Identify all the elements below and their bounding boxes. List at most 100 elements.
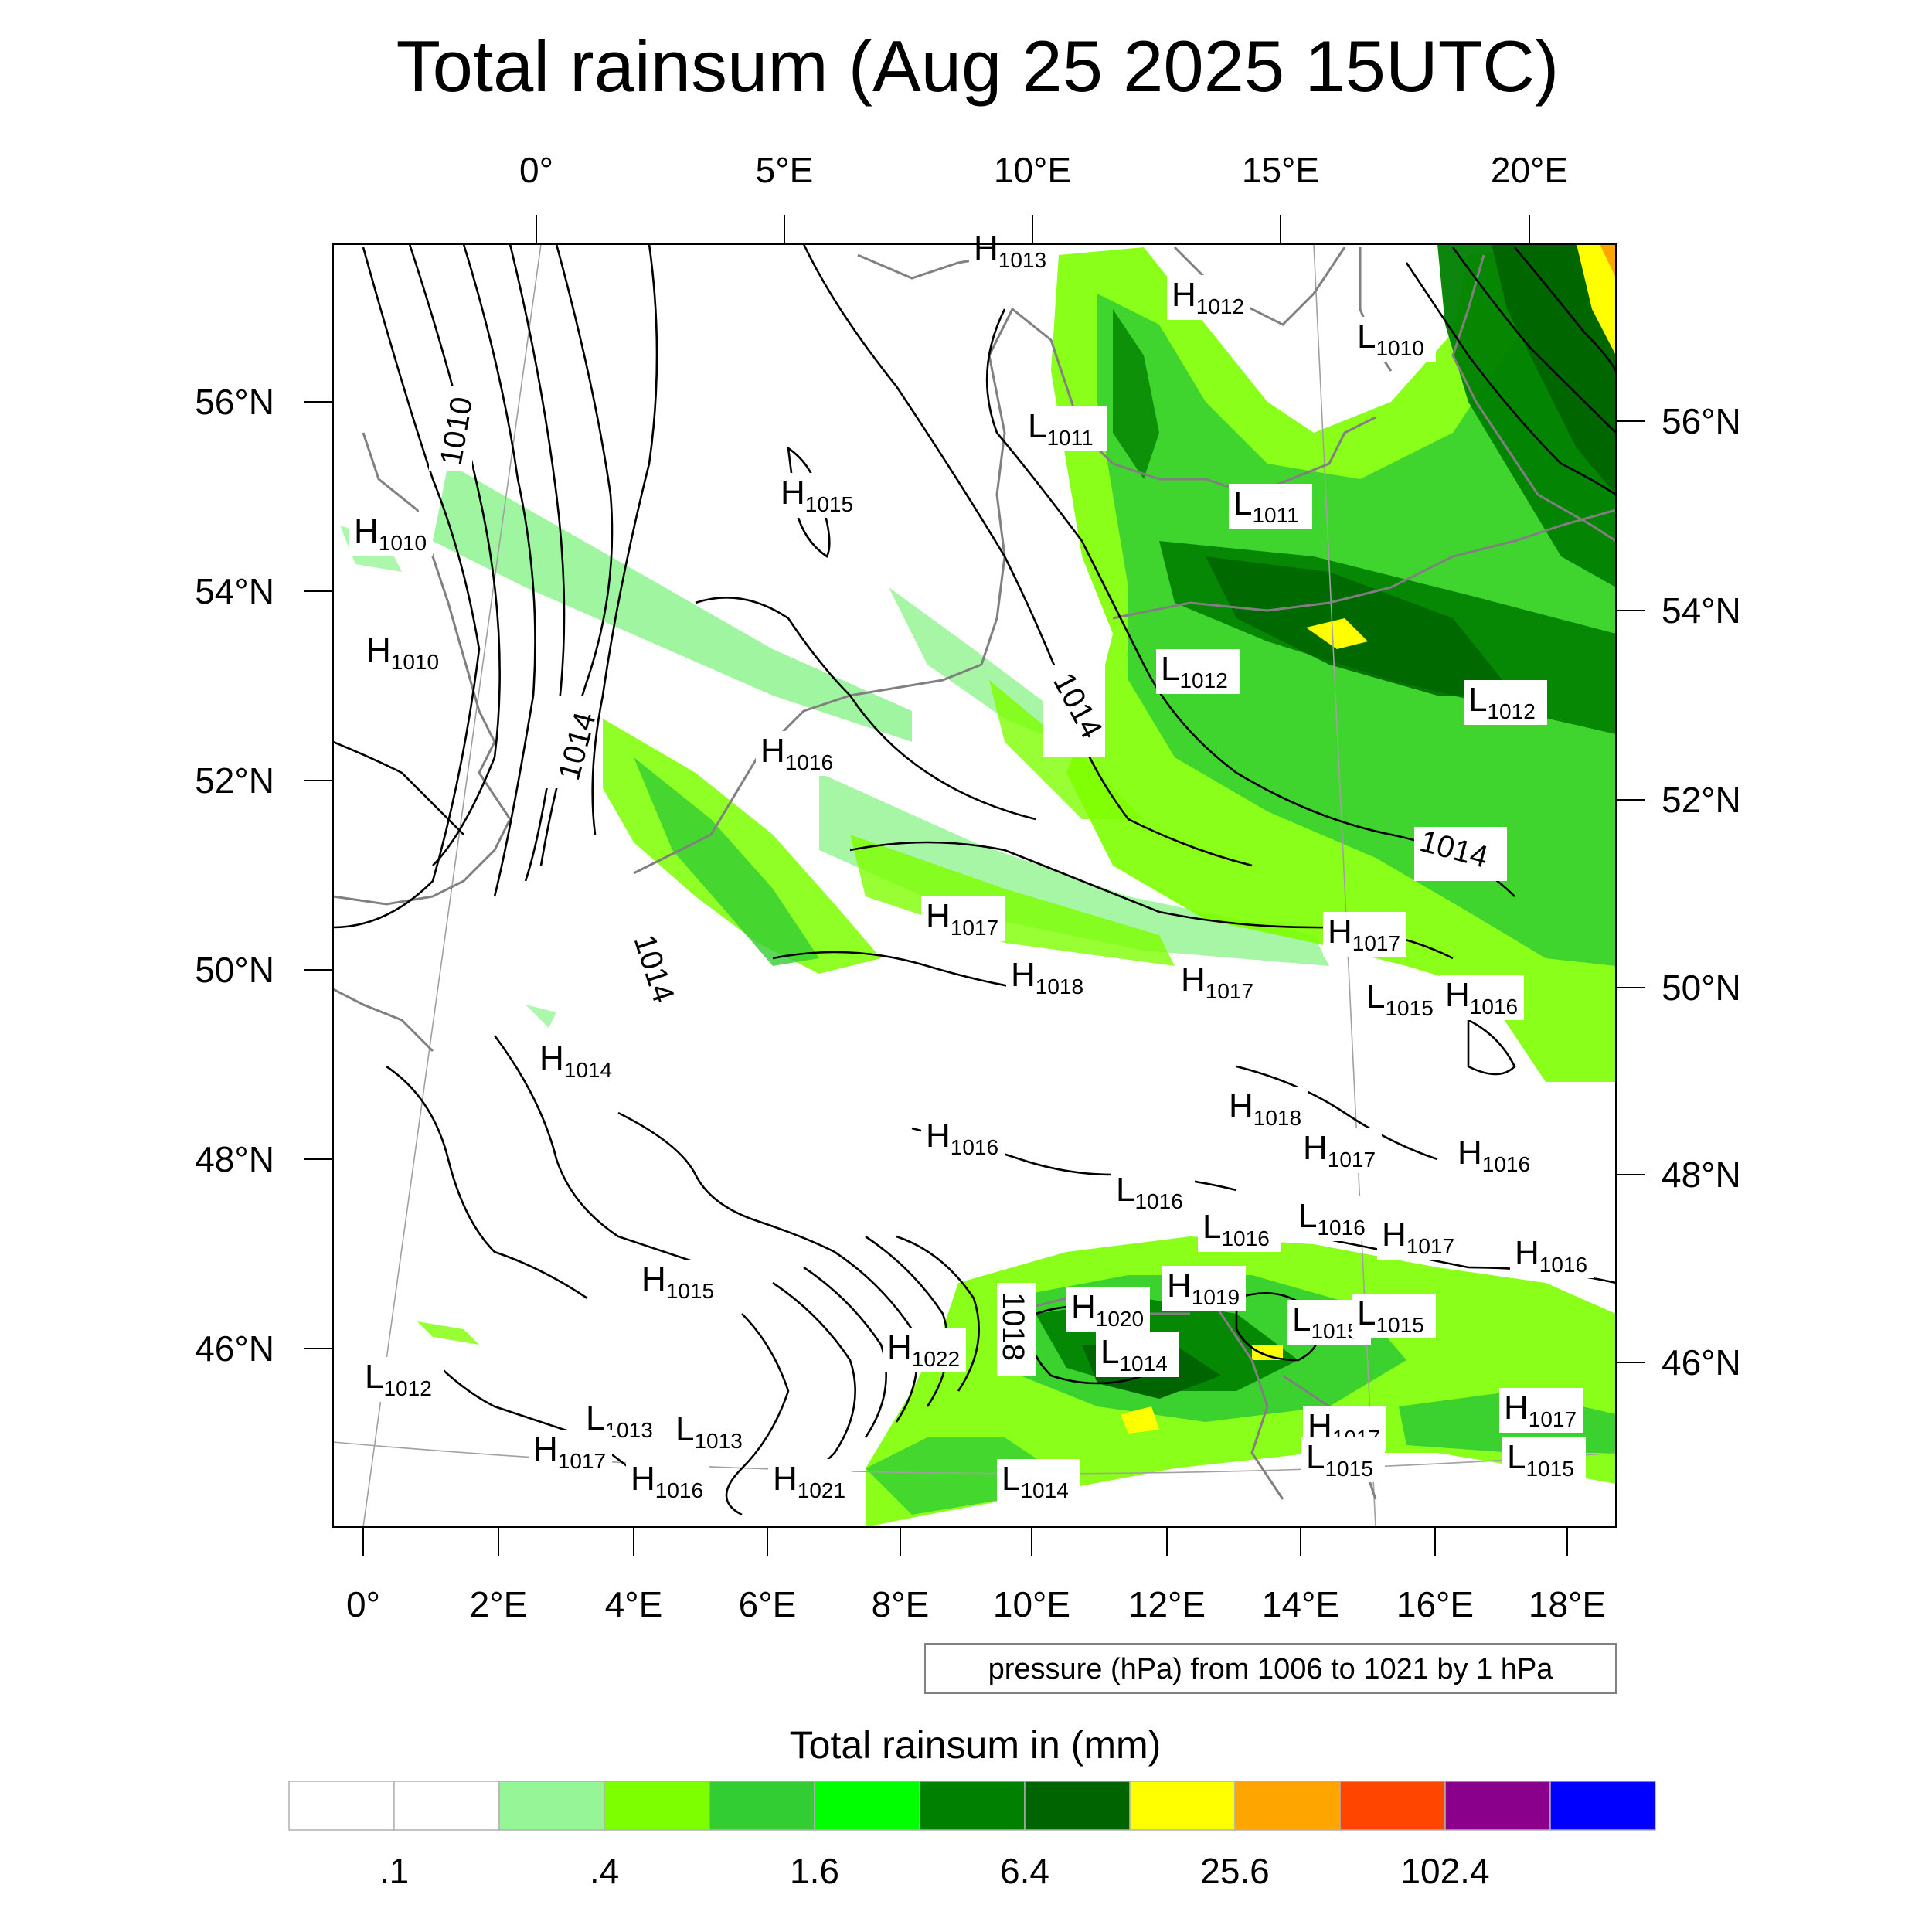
- colorbar-box: [919, 1781, 1026, 1831]
- high-pressure-label: H1020: [1066, 1287, 1150, 1332]
- left-lat-label: 52°N: [195, 760, 274, 801]
- pressure-center-text: H1017: [533, 1430, 606, 1473]
- label-background: [921, 1116, 1005, 1161]
- label-background: [671, 1410, 754, 1454]
- low-pressure-label: L1015: [1301, 1437, 1385, 1482]
- colorbar-title: Total rainsum in (mm): [790, 1723, 1162, 1767]
- left-lat-label: 54°N: [195, 571, 274, 611]
- high-pressure-label: H1022: [883, 1328, 966, 1372]
- colorbar-box: [814, 1781, 920, 1831]
- pressure-center-text: L1010: [1357, 318, 1424, 360]
- top-lon-label: 15°E: [1242, 150, 1319, 190]
- bottom-lon-label: 2°E: [470, 1584, 528, 1624]
- map-frame: [332, 243, 1617, 1528]
- label-background: [1362, 977, 1445, 1022]
- pressure-center-text: H1021: [773, 1460, 845, 1502]
- pressure-center-text: L1016: [1116, 1171, 1183, 1213]
- high-pressure-label: H1019: [1162, 1266, 1246, 1311]
- label-background: [637, 1260, 720, 1304]
- label-background: [1006, 955, 1090, 1000]
- label-background: [1294, 1196, 1377, 1241]
- label-background: [1323, 912, 1406, 957]
- bottom-lon-label: 8°E: [872, 1584, 930, 1624]
- label-background: [756, 731, 839, 776]
- right-lat-label: 54°N: [1662, 590, 1741, 631]
- pressure-center-text: L1015: [1292, 1301, 1359, 1343]
- pressure-center-text: L1012: [1468, 681, 1536, 723]
- high-pressure-label: H1012: [1167, 275, 1250, 320]
- label-background: [1298, 1128, 1382, 1173]
- top-axis: 0° 5°E 10°E 15°E 20°E: [519, 150, 1568, 244]
- right-lat-label: 50°N: [1662, 968, 1741, 1008]
- label-background: [535, 1039, 618, 1083]
- bottom-lon-label: 0°: [346, 1584, 380, 1624]
- pressure-center-text: H1017: [1181, 961, 1253, 1003]
- colorbar-label: .4: [590, 1851, 619, 1891]
- colorbar-box: [1234, 1781, 1341, 1831]
- pressure-center-text: H1017: [1328, 913, 1400, 955]
- bottom-lon-label: 18°E: [1529, 1584, 1606, 1624]
- bottom-lon-label: 12°E: [1128, 1584, 1206, 1624]
- pressure-center-text: H1018: [1229, 1087, 1301, 1130]
- low-pressure-label: L1015: [1362, 977, 1445, 1022]
- low-pressure-label: L1016: [1111, 1170, 1195, 1215]
- top-lon-label: 0°: [519, 150, 553, 190]
- map-area[interactable]: 1010 1014 1014 1014 1014 1018 H1013 H1012…: [332, 229, 1617, 1528]
- pressure-center-text: L1012: [365, 1358, 432, 1400]
- pressure-center-text: L1016: [1202, 1208, 1270, 1250]
- isobar-label: 1018: [996, 1292, 1030, 1361]
- high-pressure-label: H1016: [626, 1459, 709, 1504]
- top-lon-label: 10°E: [994, 150, 1071, 190]
- label-background: [883, 1328, 966, 1372]
- label-background: [1176, 960, 1260, 1005]
- colorbar-box: [1444, 1781, 1551, 1831]
- pressure-center-text: L1015: [1366, 978, 1434, 1020]
- high-pressure-label: H1017: [1377, 1215, 1461, 1260]
- colorbar-boxes: [288, 1781, 1656, 1831]
- label-background: [1453, 1133, 1536, 1178]
- bottom-axis: 0° 2°E 4°E 6°E 8°E 10°E 12°E 14°E 16°E 1…: [346, 1527, 1606, 1624]
- high-pressure-label: H1017: [1323, 912, 1406, 957]
- pressure-center-text: H1010: [354, 512, 427, 555]
- colorbar-label: 102.4: [1400, 1851, 1489, 1891]
- pressure-center-text: H1017: [926, 897, 998, 940]
- pressure-center-text: L1011: [1028, 407, 1094, 450]
- pressure-center-text: H1020: [1071, 1288, 1144, 1331]
- high-pressure-label: H1014: [535, 1039, 618, 1083]
- high-pressure-label: H1021: [768, 1459, 852, 1504]
- right-lat-label: 52°N: [1662, 780, 1741, 820]
- high-pressure-label: H1016: [756, 731, 839, 776]
- label-background: [360, 1357, 444, 1402]
- pressure-center-text: H1015: [781, 474, 853, 516]
- left-lat-label: 46°N: [195, 1328, 274, 1369]
- pressure-center-text: L1016: [1298, 1197, 1366, 1240]
- pressure-center-text: L1013: [675, 1410, 743, 1453]
- high-pressure-label: H1018: [1006, 955, 1090, 1000]
- pressure-center-text: H1016: [1515, 1234, 1587, 1277]
- bottom-lon-label: 10°E: [993, 1584, 1070, 1624]
- pressure-center-text: L1011: [1233, 485, 1299, 527]
- contour-info-text: pressure (hPa) from 1006 to 1021 by 1 hP…: [988, 1653, 1554, 1685]
- label-background: [1440, 975, 1524, 1020]
- label-background: [1229, 484, 1312, 529]
- high-pressure-label: H1016: [1510, 1233, 1594, 1278]
- colorbar-box: [604, 1781, 710, 1831]
- top-lon-label: 5°E: [756, 150, 814, 190]
- high-pressure-label: H1010: [349, 512, 433, 556]
- high-pressure-label: H1015: [637, 1260, 720, 1304]
- high-pressure-label: H1013: [969, 229, 1053, 274]
- pressure-center-text: H1012: [1172, 276, 1244, 318]
- label-background: [1167, 275, 1250, 320]
- label-background: [1502, 1437, 1586, 1482]
- colorbar-box: [1549, 1781, 1656, 1831]
- bottom-lon-label: 4°E: [605, 1584, 663, 1624]
- label-background: [1111, 1170, 1195, 1215]
- colorbar-label: .1: [379, 1851, 409, 1891]
- low-pressure-label: L1012: [1464, 680, 1547, 725]
- label-background: [1162, 1266, 1246, 1311]
- low-pressure-label: L1016: [1294, 1196, 1377, 1241]
- colorbar-box: [1129, 1781, 1236, 1831]
- label-background: [1023, 406, 1107, 451]
- pressure-center-text: H1015: [641, 1260, 714, 1303]
- colorbar-box: [709, 1781, 815, 1831]
